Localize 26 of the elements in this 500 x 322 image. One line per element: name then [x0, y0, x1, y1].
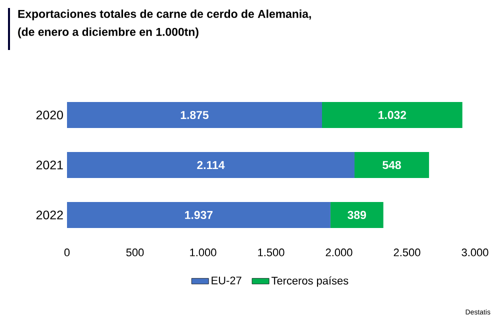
x-tick-label: 2.500	[394, 248, 420, 256]
data-label: 2.114	[197, 161, 225, 169]
x-tick-label: 1.500	[258, 248, 284, 256]
bar	[67, 102, 322, 128]
data-label: 1.875	[180, 110, 209, 120]
data-label: 1.032	[378, 110, 406, 120]
bar	[67, 202, 330, 228]
y-tick-label: 2021	[36, 160, 63, 170]
bar	[330, 202, 384, 228]
chart-subtitle: (de enero a diciembre en 1.000tn)	[18, 28, 198, 38]
chart-title: Exportaciones totales de carne de cerdo de Alemania,	[18, 10, 311, 20]
x-tick-label: 2.000	[326, 248, 352, 256]
data-label: 1.937	[185, 210, 213, 220]
data-label: 389	[348, 210, 366, 220]
bar	[67, 152, 355, 178]
y-tick-label: 2022	[36, 210, 63, 220]
y-tick-label: 2020	[36, 110, 63, 120]
x-tick-label: 3.000	[462, 248, 488, 256]
legend-label: Terceros países	[272, 276, 348, 287]
x-tick-label: 0	[64, 248, 70, 256]
bar	[322, 102, 462, 128]
data-label: 548	[382, 160, 401, 170]
x-tick-label: 1.000	[190, 248, 216, 256]
legend-label: EU-27	[212, 276, 242, 284]
x-tick-label: 500	[126, 248, 144, 256]
bar	[354, 152, 430, 178]
